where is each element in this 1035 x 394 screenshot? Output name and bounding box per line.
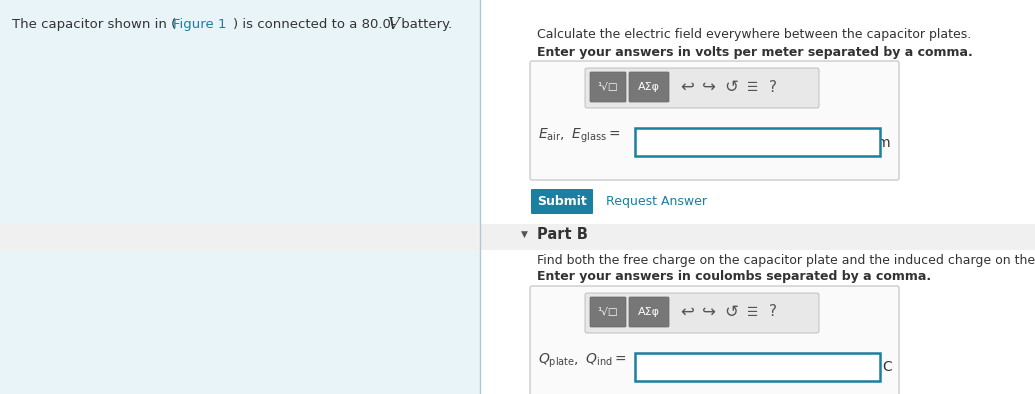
Text: The capacitor shown in (: The capacitor shown in ( — [12, 18, 176, 31]
Text: AΣφ: AΣφ — [638, 307, 660, 317]
FancyBboxPatch shape — [635, 353, 880, 381]
FancyBboxPatch shape — [585, 68, 819, 108]
Text: C: C — [882, 360, 892, 374]
Text: Enter your answers in volts per meter separated by a comma.: Enter your answers in volts per meter se… — [537, 46, 973, 59]
Text: ¹√□: ¹√□ — [597, 307, 618, 317]
Text: ▼: ▼ — [521, 230, 528, 239]
FancyBboxPatch shape — [635, 128, 880, 156]
Text: ) is connected to a 80.0-: ) is connected to a 80.0- — [233, 18, 395, 31]
FancyBboxPatch shape — [531, 189, 593, 214]
FancyBboxPatch shape — [530, 61, 899, 180]
Text: Calculate the electric field everywhere between the capacitor plates.: Calculate the electric field everywhere … — [537, 28, 971, 41]
Text: ☰: ☰ — [747, 305, 759, 318]
Text: ↺: ↺ — [724, 303, 738, 321]
FancyBboxPatch shape — [629, 72, 669, 102]
FancyBboxPatch shape — [530, 286, 899, 394]
Text: ↩: ↩ — [680, 303, 693, 321]
FancyBboxPatch shape — [590, 297, 626, 327]
Text: V: V — [387, 16, 400, 33]
Text: $Q_\mathrm{plate},\ Q_\mathrm{ind}=$: $Q_\mathrm{plate},\ Q_\mathrm{ind}=$ — [538, 352, 627, 370]
Text: Figure 1: Figure 1 — [173, 18, 227, 31]
Text: Enter your answers in coulombs separated by a comma.: Enter your answers in coulombs separated… — [537, 270, 932, 283]
Bar — [0, 0, 480, 394]
Text: Request Answer: Request Answer — [607, 195, 707, 208]
Text: ↪: ↪ — [702, 78, 716, 96]
Text: battery.: battery. — [397, 18, 452, 31]
Text: Find both the free charge on the capacitor plate and the induced charge on the f: Find both the free charge on the capacit… — [537, 254, 1035, 267]
Bar — [0, 224, 1035, 250]
FancyBboxPatch shape — [585, 293, 819, 333]
FancyBboxPatch shape — [629, 297, 669, 327]
Text: ↩: ↩ — [680, 78, 693, 96]
Text: ☰: ☰ — [747, 80, 759, 93]
Text: Part B: Part B — [537, 227, 588, 242]
Text: ¹√□: ¹√□ — [597, 82, 618, 92]
FancyBboxPatch shape — [590, 72, 626, 102]
Text: ?: ? — [769, 80, 777, 95]
Text: V/m: V/m — [864, 135, 892, 149]
Text: $E_\mathrm{air},\ E_\mathrm{glass}=$: $E_\mathrm{air},\ E_\mathrm{glass}=$ — [538, 127, 620, 145]
Text: Submit: Submit — [537, 195, 587, 208]
Text: ↺: ↺ — [724, 78, 738, 96]
Text: AΣφ: AΣφ — [638, 82, 660, 92]
Text: ↪: ↪ — [702, 303, 716, 321]
Text: ?: ? — [769, 305, 777, 320]
